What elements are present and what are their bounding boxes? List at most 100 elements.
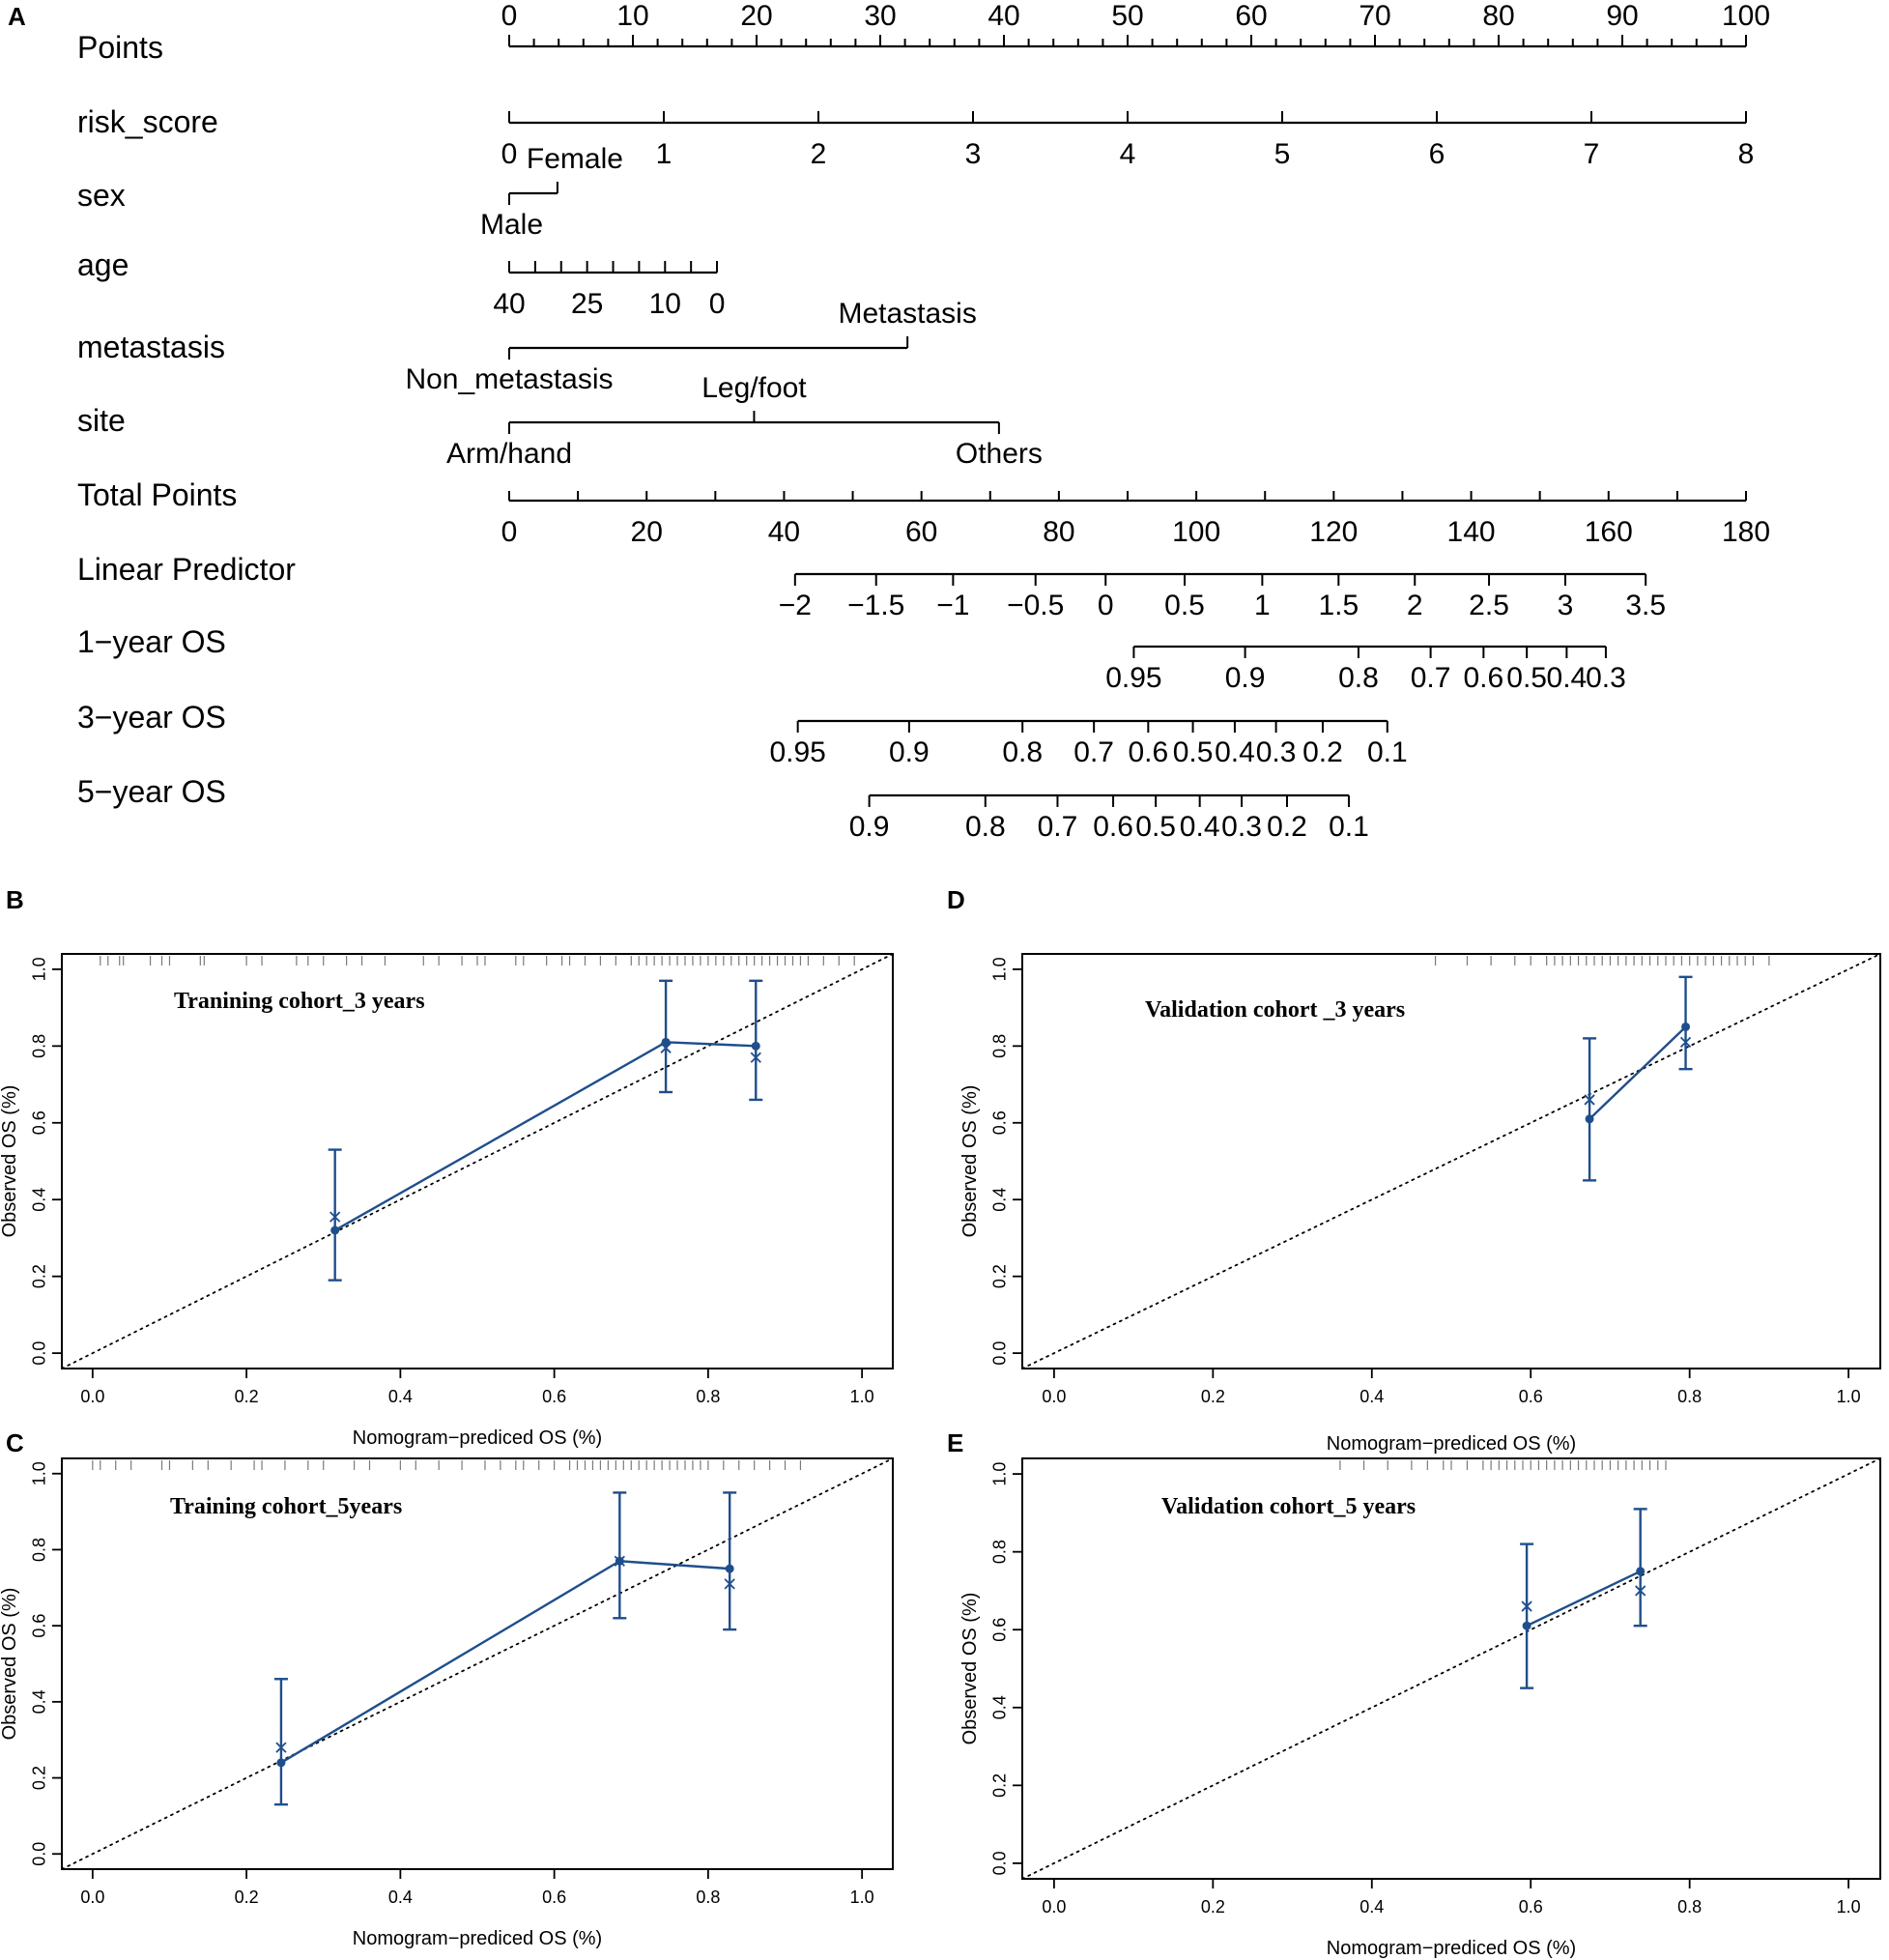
x-tick-label: 0.4: [388, 1888, 413, 1907]
y-axis-label: Observed OS (%): [0, 1588, 20, 1741]
points-tick-label: 50: [1111, 0, 1143, 32]
nomogram-row-metastasis: metastasis Non_metastasis Metastasis: [77, 298, 977, 395]
observed-point: [1681, 1023, 1690, 1031]
y-tick-label: 1.0: [990, 1462, 1010, 1486]
calibration-curve: [1527, 1571, 1641, 1626]
x-tick-label: 0.0: [1042, 1387, 1066, 1406]
panel-letter-a: A: [8, 2, 26, 31]
figure-canvas: A B C D E Points0 10 20 30 40 50 60 70 80 90 100ri…: [0, 0, 1889, 1960]
y-tick-label: 1.0: [30, 957, 49, 981]
scale-tick-label: 0.1: [1367, 736, 1408, 768]
scale-tick-label: 3.5: [1625, 590, 1666, 621]
x-tick-label: 0.8: [696, 1387, 720, 1406]
y-tick-label: 0.8: [990, 1034, 1010, 1058]
points-tick-label: 100: [1722, 0, 1770, 32]
total-points-tick-label: 40: [768, 516, 800, 548]
category-label-non-metastasis: Non_metastasis: [405, 363, 613, 395]
plot-title: Tranining cohort_3 years: [174, 989, 425, 1014]
scale-tick-label: 4: [1120, 138, 1136, 170]
x-tick-label: 0.6: [542, 1888, 566, 1907]
scale-tick-label: 0.5: [1173, 736, 1214, 768]
plot-title: Validation cohort _3 years: [1145, 997, 1405, 1023]
total-points-tick-label: 0: [501, 516, 518, 548]
nomogram-row-3-year-os: 3−year OS 0.95 0.9 0.8 0.7 0.6 0.5 0.4 0.3 0.2 0.1: [77, 700, 1408, 768]
scale-tick-label: 0.8: [1002, 736, 1043, 768]
x-tick-label: 0.8: [1677, 1387, 1702, 1406]
scale-tick-label: 5: [1274, 138, 1291, 170]
nomogram-row-sex: sexMaleFemale: [77, 143, 623, 241]
ideal-diagonal-line: [62, 1458, 893, 1869]
y-tick-label: 0.4: [30, 1188, 49, 1212]
category-label-arm-hand: Arm/hand: [446, 438, 572, 470]
calibration-point-group: [1634, 1509, 1647, 1626]
nomogram-row-label: 1−year OS: [77, 624, 226, 659]
scale-tick-label: 0.7: [1073, 736, 1114, 768]
scale-tick-label: 0.4: [1547, 662, 1588, 694]
y-tick-label: 0.0: [990, 1341, 1010, 1366]
scale-tick-label: 0.5: [1164, 590, 1205, 621]
nomogram-row-points: Points 0 10 20 30 40 50 60 70 80 90 100: [77, 0, 1770, 65]
x-tick-label: 0.6: [542, 1387, 566, 1406]
scale-tick-label: 6: [1429, 138, 1445, 170]
panel-letter-c: C: [6, 1428, 24, 1457]
scale-tick-label: 0.3: [1586, 662, 1626, 694]
scale-tick-label: 0: [1098, 590, 1114, 621]
scale-tick-label: 0.4: [1180, 811, 1220, 843]
total-points-tick-label: 20: [631, 516, 663, 548]
y-tick-label: 0.2: [30, 1766, 49, 1790]
y-tick-label: 0.2: [30, 1264, 49, 1288]
category-label-metastasis: Metastasis: [838, 298, 976, 330]
y-tick-label: 1.0: [30, 1461, 49, 1485]
x-tick-label: 1.0: [1837, 1387, 1861, 1406]
nomogram-row-label: Total Points: [77, 477, 237, 512]
nomogram-row-label: metastasis: [77, 330, 225, 364]
scale-tick-label: 2: [1407, 590, 1423, 621]
points-tick-label: 10: [616, 0, 648, 32]
scale-tick-label: 0.2: [1267, 811, 1307, 843]
scale-tick-label: 0.4: [1215, 736, 1255, 768]
plot-frame: [62, 1458, 893, 1869]
scale-tick-label: 0.95: [769, 736, 825, 768]
points-tick-label: 40: [987, 0, 1019, 32]
total-points-tick-label: 180: [1722, 516, 1770, 548]
y-tick-label: 0.6: [30, 1110, 49, 1135]
x-tick-label: 0.6: [1519, 1897, 1543, 1917]
category-label-leg-foot: Leg/foot: [701, 372, 807, 404]
calibration-plot-validation-5-years: 0.0 0.2 0.4 0.6 0.8 1.00.00.20.40.60.81.0Nomo…: [959, 1458, 1880, 1959]
points-tick-label: 90: [1606, 0, 1638, 32]
x-tick-label: 0.6: [1519, 1387, 1543, 1406]
nomogram-row-5-year-os: 5−year OS0.9 0.8 0.7 0.6 0.5 0.4 0.3 0.2 0.1: [77, 774, 1369, 843]
scale-tick-label: 0.5: [1135, 811, 1176, 843]
y-tick-label: 0.0: [30, 1842, 49, 1866]
total-points-tick-label: 80: [1043, 516, 1074, 548]
nomogram-row-label: 3−year OS: [77, 700, 226, 735]
calibration-point-group: [723, 1492, 736, 1629]
ideal-diagonal-line: [62, 954, 893, 1369]
plot-frame: [62, 954, 893, 1369]
total-points-tick-label: 160: [1585, 516, 1633, 548]
x-tick-label: 0.4: [1360, 1897, 1384, 1917]
points-tick-label: 20: [740, 0, 772, 32]
nomogram-row-label: site: [77, 403, 126, 438]
scale-tick-label: 0.9: [1225, 662, 1266, 694]
scale-tick-label: 0.7: [1038, 811, 1078, 843]
nomogram-row-label: age: [77, 247, 129, 282]
points-tick-label: 70: [1359, 0, 1390, 32]
plot-title: Training cohort_5years: [170, 1494, 402, 1519]
calibration-point-group: [613, 1492, 626, 1618]
total-points-tick-label: 140: [1447, 516, 1496, 548]
scale-tick-label: 1: [656, 138, 673, 170]
y-tick-label: 0.6: [990, 1618, 1010, 1642]
observed-point: [1586, 1114, 1594, 1123]
scale-tick-label: 2.5: [1469, 590, 1509, 621]
y-tick-label: 0.6: [30, 1614, 49, 1638]
observed-point: [726, 1565, 734, 1573]
observed-point: [330, 1226, 339, 1235]
scale-tick-label: 0.9: [889, 736, 930, 768]
nomogram-row-label: risk_score: [77, 104, 218, 139]
x-tick-label: 0.8: [1677, 1897, 1702, 1917]
nomogram-row-label: Points: [77, 30, 163, 65]
x-tick-label: 0.8: [696, 1888, 720, 1907]
nomogram-row-label: Linear Predictor: [77, 552, 296, 587]
